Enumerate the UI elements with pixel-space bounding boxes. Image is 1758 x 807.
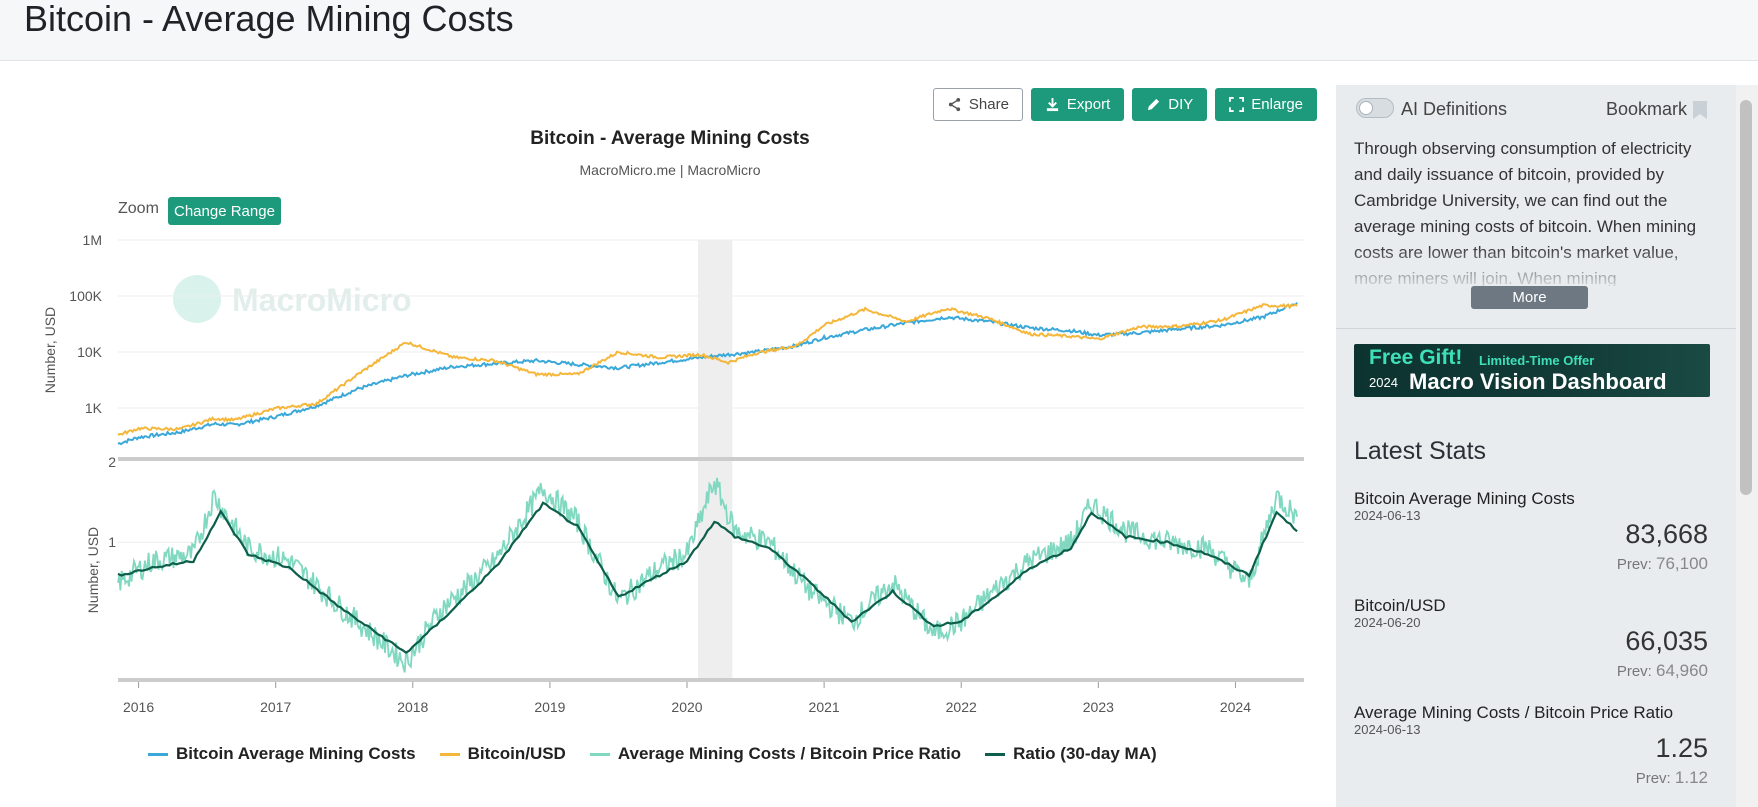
enlarge-button[interactable]: Enlarge	[1215, 88, 1317, 121]
legend-item-btc-usd[interactable]: Bitcoin/USD	[439, 744, 566, 764]
bookmark-button[interactable]: Bookmark	[1606, 99, 1708, 120]
x-tick-label: 2018	[397, 699, 428, 715]
stat-prev: Prev: 64,960	[1617, 661, 1708, 681]
y-tick-label: 10K	[77, 344, 103, 360]
legend-swatch	[148, 752, 168, 756]
chart-toolbar: Share Export DIY Enlarge	[932, 88, 1317, 121]
watermark-text: MacroMicro	[232, 282, 412, 318]
promo-banner[interactable]: Free Gift! Limited-Time Offer 2024 Macro…	[1354, 344, 1710, 397]
sidebar-divider	[1336, 328, 1736, 329]
stat-prev-value: 1.12	[1674, 768, 1708, 787]
stat-prev: Prev: 1.12	[1636, 768, 1708, 788]
stat-name: Average Mining Costs / Bitcoin Price Rat…	[1354, 703, 1674, 722]
stat-date: 2024-06-20	[1354, 615, 1421, 630]
x-tick-label: 2017	[260, 699, 291, 715]
chart-legend: Bitcoin Average Mining Costs Bitcoin/USD…	[148, 744, 1157, 764]
stat-date: 2024-06-13	[1354, 508, 1421, 523]
x-tick-label: 2019	[534, 699, 565, 715]
legend-label: Bitcoin Average Mining Costs	[176, 744, 416, 763]
banner-year: 2024	[1369, 375, 1398, 390]
banner-offer: Limited-Time Offer	[1479, 353, 1595, 368]
legend-label: Average Mining Costs / Bitcoin Price Rat…	[617, 744, 962, 763]
stat-value: 1.25	[1655, 733, 1708, 763]
expand-icon	[1229, 97, 1245, 112]
stat-prev-label: Prev:	[1616, 663, 1652, 680]
y-tick-label: 100K	[69, 288, 102, 304]
latest-stats-title: Latest Stats	[1354, 437, 1487, 465]
stat-prev-label: Prev:	[1616, 556, 1652, 573]
stat-date: 2024-06-13	[1354, 722, 1421, 737]
stat-value: 66,035	[1625, 626, 1708, 656]
legend-swatch	[439, 752, 460, 756]
description-fade	[1354, 246, 1704, 290]
ai-definitions-label: AI Definitions	[1401, 99, 1508, 119]
x-tick-label: 2021	[809, 699, 840, 715]
scrollbar-thumb[interactable]	[1740, 100, 1752, 495]
banner-title: Macro Vision Dashboard	[1409, 369, 1667, 394]
chart-title: Bitcoin - Average Mining Costs	[530, 128, 810, 149]
stat-value: 83,668	[1625, 519, 1708, 549]
y-tick-label: 2	[108, 454, 116, 470]
export-label: Export	[1066, 96, 1111, 113]
x-tick-label: 2024	[1220, 699, 1251, 715]
series-line-ratio-ma	[117, 501, 1298, 654]
stat-prev: Prev: 76,100	[1617, 554, 1708, 574]
banner-gift: Free Gift!	[1369, 346, 1463, 369]
y-tick-label: 1	[108, 534, 116, 550]
legend-label: Ratio (30-day MA)	[1013, 744, 1157, 763]
legend-item-ratio-ma[interactable]: Ratio (30-day MA)	[985, 744, 1157, 764]
top-bar: Bitcoin - Average Mining Costs	[0, 0, 1758, 61]
share-icon	[948, 97, 961, 112]
stat-name: Bitcoin Average Mining Costs	[1354, 489, 1575, 508]
diy-label: DIY	[1168, 96, 1194, 113]
watermark-logo-icon	[173, 275, 221, 323]
share-button[interactable]: Share	[932, 88, 1023, 121]
stat-prev-value: 64,960	[1656, 661, 1708, 680]
lower-y-axis-label: Number, USD	[85, 527, 101, 613]
chart-panel	[0, 62, 1335, 807]
chart-subtitle: MacroMicro.me | MacroMicro	[579, 162, 761, 178]
x-tick-label: 2022	[946, 699, 977, 715]
enlarge-label: Enlarge	[1251, 96, 1303, 113]
stat-name: Bitcoin/USD	[1354, 596, 1446, 615]
more-button[interactable]: More	[1471, 286, 1588, 309]
zoom-label: Zoom	[118, 200, 159, 217]
page-title: Bitcoin - Average Mining Costs	[24, 0, 514, 39]
toggle-knob	[1359, 101, 1373, 115]
change-range-button[interactable]: Change Range	[168, 197, 281, 225]
stat-prev-label: Prev:	[1635, 770, 1671, 787]
ai-definitions-toggle[interactable]	[1356, 98, 1394, 118]
diy-button[interactable]: DIY	[1132, 88, 1208, 121]
legend-swatch	[589, 752, 610, 756]
series-line-btc-usd	[117, 303, 1298, 436]
stat-prev-value: 76,100	[1656, 554, 1708, 573]
y-tick-label: 1K	[85, 400, 103, 416]
legend-item-mining-cost[interactable]: Bitcoin Average Mining Costs	[148, 744, 416, 764]
bookmark-label: Bookmark	[1606, 99, 1688, 119]
sidebar	[1336, 85, 1736, 807]
x-tick-label: 2016	[123, 699, 154, 715]
bookmark-icon	[1693, 100, 1708, 119]
chart-canvas[interactable]: MacroMicro 1M 100K 10K 1K Number, USD 2 1 Number…	[0, 230, 1335, 720]
legend-label: Bitcoin/USD	[467, 744, 566, 763]
x-tick-label: 2020	[671, 699, 702, 715]
pencil-icon	[1148, 98, 1160, 111]
export-button[interactable]: Export	[1030, 88, 1125, 121]
x-tick-label: 2023	[1083, 699, 1114, 715]
legend-swatch	[985, 752, 1006, 756]
legend-item-ratio[interactable]: Average Mining Costs / Bitcoin Price Rat…	[589, 744, 962, 764]
panel-separator	[118, 457, 1304, 461]
share-label: Share	[968, 96, 1009, 113]
y-tick-label: 1M	[83, 232, 102, 248]
download-icon	[1046, 97, 1059, 112]
upper-y-axis-label: Number, USD	[42, 307, 58, 393]
x-axis-line	[118, 678, 1304, 682]
